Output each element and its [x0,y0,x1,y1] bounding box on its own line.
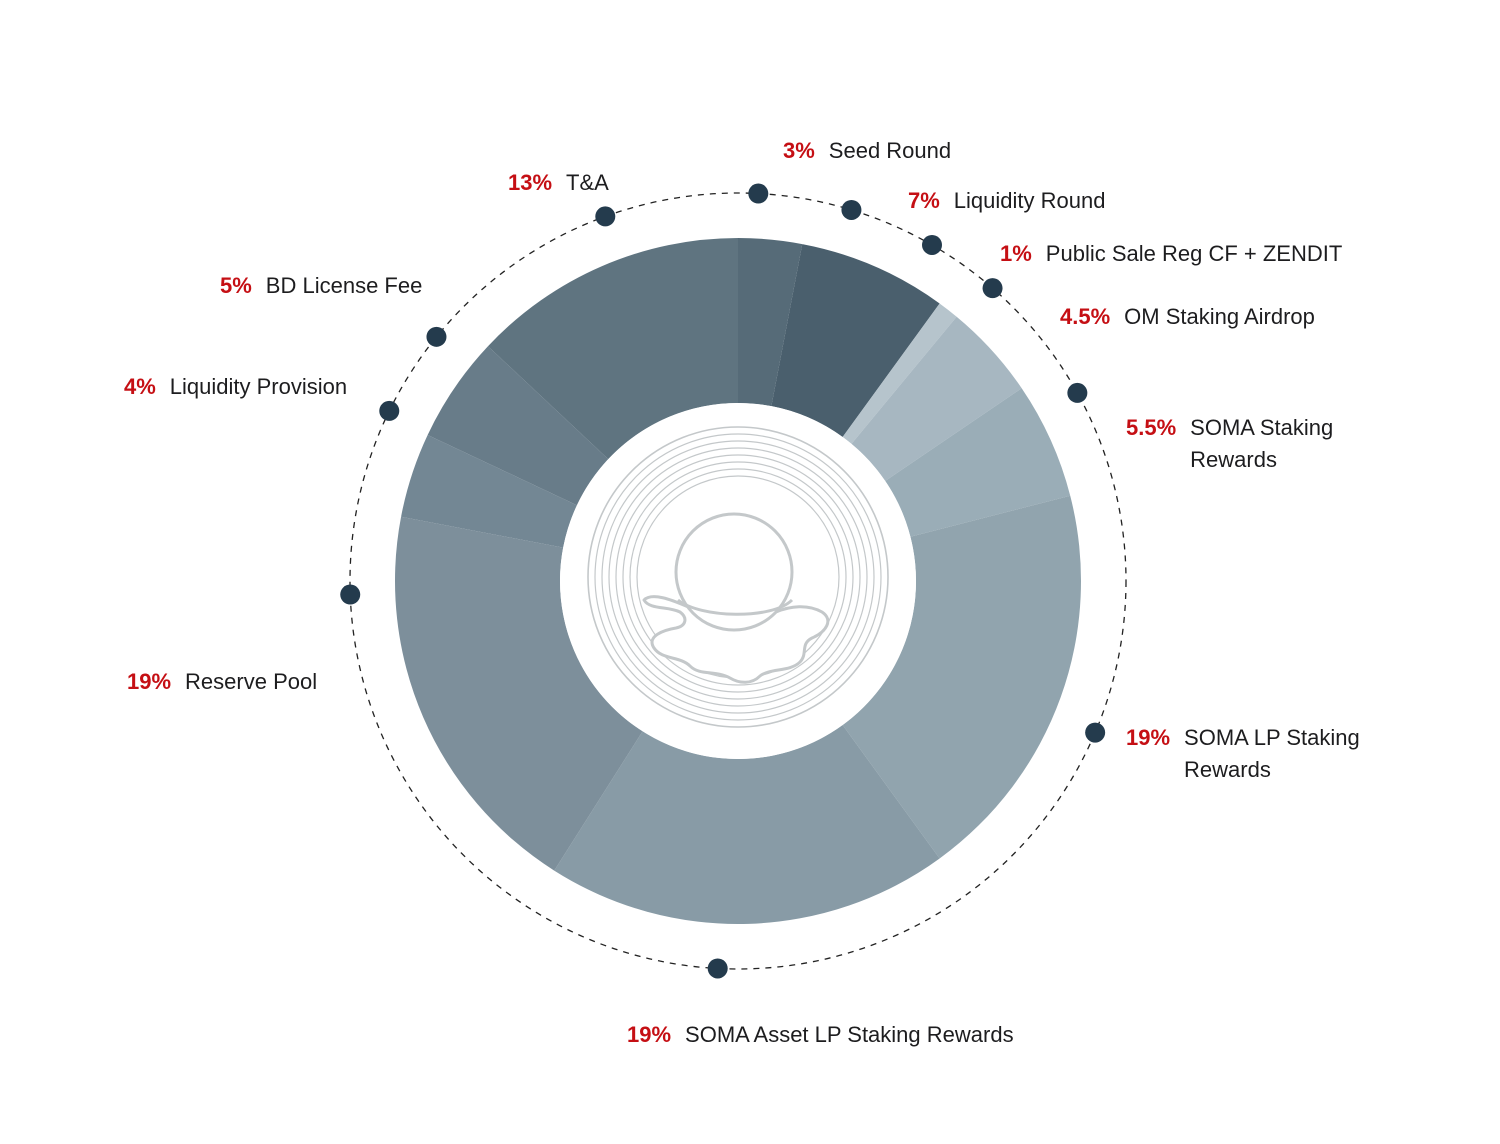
logo-base-curve [677,598,794,616]
slice-3 [851,316,1022,481]
marker-1 [841,199,862,220]
slice-6 [554,725,940,925]
slice-name: OM Staking Airdrop [1124,304,1315,329]
slice-8 [401,434,577,548]
marker-6 [707,958,728,979]
logo-ring [601,440,875,714]
percent-label: 5.5% [1126,415,1177,440]
marker-3 [982,278,1003,299]
percent-label: 1% [1000,241,1032,266]
logo-ring [622,461,854,693]
marker-0 [748,183,769,204]
label-soma-staking-rewards: 5.5% SOMA Staking Rewards [1126,412,1390,476]
logo-ring [629,468,847,686]
label-soma-asset-lp-staking-rewards: 19% SOMA Asset LP Staking Rewards [627,1019,1014,1051]
label-public-sale: 1% Public Sale Reg CF + ZENDIT [1000,238,1342,270]
label-soma-lp-staking-rewards: 19% SOMA LP Staking Rewards [1126,722,1384,786]
percent-label: 4% [124,374,156,399]
marker-10 [595,206,616,227]
label-liquidity-provision: 4% Liquidity Provision [124,371,347,403]
slice-name: BD License Fee [265,273,423,298]
logo-ring [587,426,889,728]
percent-label: 13% [508,170,553,195]
slice-9 [427,346,609,506]
slice-name: Public Sale Reg CF + ZENDIT [1045,241,1343,266]
label-t-and-a: 13% T&A [508,167,609,199]
percent-label: 19% [627,1022,672,1047]
slice-1 [771,244,940,437]
dashed-ring [349,192,1127,970]
slice-4 [885,388,1071,537]
percent-label: 19% [1126,725,1171,750]
slice-5 [842,495,1081,859]
marker-2 [922,234,942,255]
slice-2 [842,303,957,444]
label-om-staking-airdrop: 4.5% OM Staking Airdrop [1060,301,1315,333]
marker-8 [379,400,400,421]
slice-name: SOMA Staking Rewards [1190,415,1334,472]
percent-label: 7% [908,188,940,213]
marker-9 [426,326,447,347]
percent-label: 19% [127,669,172,694]
percent-label: 5% [220,273,252,298]
slice-name: SOMA LP Staking Rewards [1184,725,1360,782]
slice-name: T&A [566,170,609,195]
markers-group [340,183,1106,979]
marker-7 [340,584,361,605]
percent-label: 4.5% [1060,304,1111,329]
label-bd-license-fee: 5% BD License Fee [220,270,422,302]
marker-5 [1085,722,1106,743]
slice-10 [487,238,738,460]
slice-0 [738,238,803,407]
logo-head [674,512,794,632]
label-liquidity-round: 7% Liquidity Round [908,185,1105,217]
logo-ring [615,454,861,700]
logo-ring [608,447,868,707]
center-logo-icon [587,426,889,728]
percent-label: 3% [783,138,815,163]
slice-name: SOMA Asset LP Staking Rewards [685,1022,1014,1047]
marker-4 [1067,382,1088,403]
slice-name: Reserve Pool [185,669,318,694]
label-reserve-pool: 19% Reserve Pool [127,666,317,698]
slice-7 [395,516,643,871]
slice-name: Liquidity Provision [169,374,348,399]
logo-ring [594,433,882,721]
slice-name: Liquidity Round [953,188,1106,213]
label-seed-round: 3% Seed Round [783,135,951,167]
slice-name: Seed Round [828,138,952,163]
